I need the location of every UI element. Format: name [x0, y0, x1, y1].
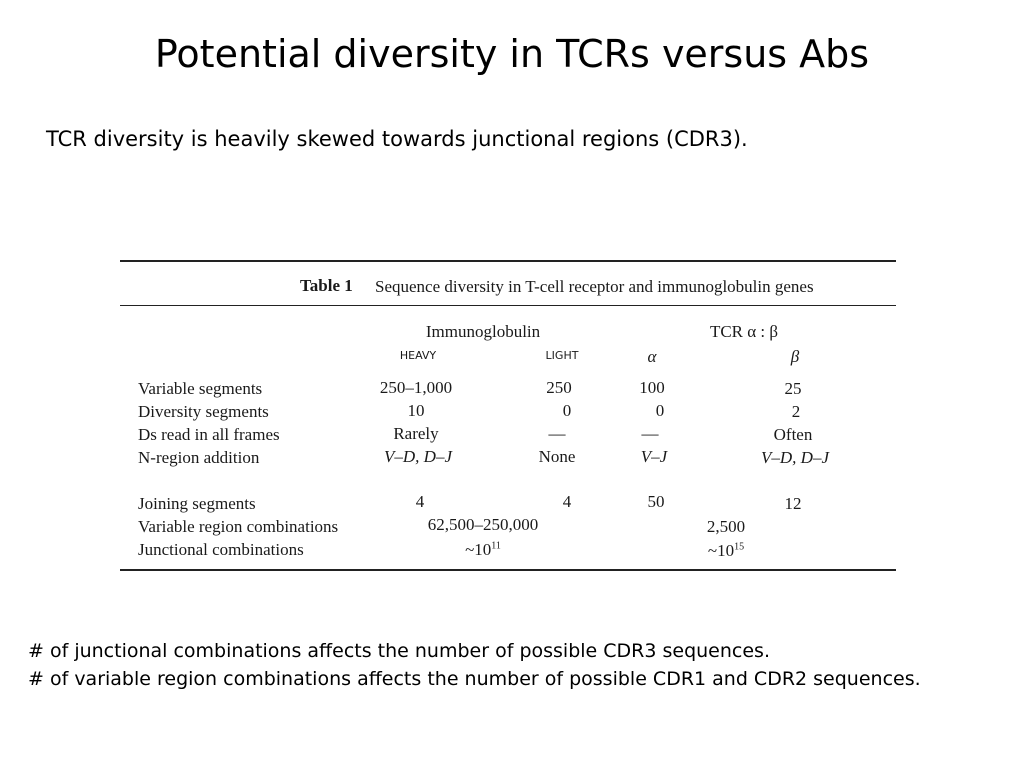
row-label: Variable region combinations [138, 517, 339, 536]
row-label: N-region addition [138, 448, 260, 467]
cell-alpha: V–J [640, 447, 668, 466]
row-label: Ds read in all frames [138, 425, 280, 444]
cell-alpha: 100 [639, 378, 665, 397]
header-light: LIGHT [545, 349, 579, 362]
cell-heavy: V–D, D–J [384, 447, 452, 466]
cell-heavy: Rarely [393, 424, 439, 443]
cell-alpha: — [641, 424, 659, 443]
cell-beta: Often [773, 425, 813, 444]
table-caption-rule [120, 305, 896, 306]
cell-light: — [548, 424, 566, 443]
row-label: Variable segments [138, 379, 263, 398]
note-junctional: # of junctional combinations affects the… [28, 640, 770, 662]
cell-ig-junctional: ~1011 [465, 540, 501, 559]
cell-beta: V–D, D–J [761, 448, 829, 467]
cell-light: 250 [546, 378, 572, 397]
header-immunoglobulin: Immunoglobulin [425, 322, 541, 341]
table-caption-text: Sequence diversity in T-cell receptor an… [375, 277, 814, 296]
cell-ig-combination: 62,500–250,000 [427, 515, 539, 534]
cell-heavy: 10 [407, 401, 425, 420]
header-alpha: α [647, 347, 657, 366]
note-variable: # of variable region combinations affect… [28, 668, 921, 690]
cell-beta: 2 [791, 402, 801, 421]
table-top-rule [120, 260, 896, 262]
cell-tcr-combination: 2,500 [706, 517, 746, 536]
cell-light: 0 [562, 401, 572, 420]
slide-subtitle: TCR diversity is heavily skewed towards … [46, 127, 748, 151]
header-beta: β [790, 347, 800, 366]
cell-beta: 25 [784, 379, 802, 398]
cell-light: 4 [562, 492, 572, 511]
table-bottom-rule [120, 569, 896, 571]
cell-light: None [538, 447, 576, 466]
header-heavy: HEAVY [399, 349, 437, 362]
cell-alpha: 50 [647, 492, 665, 511]
cell-heavy: 250–1,000 [379, 378, 453, 397]
row-label: Junctional combinations [138, 540, 304, 559]
cell-heavy: 4 [415, 492, 425, 511]
table-caption-label: Table 1 [300, 276, 353, 295]
cell-alpha: 0 [655, 401, 665, 420]
cell-beta: 12 [784, 494, 802, 513]
slide-title: Potential diversity in TCRs versus Abs [154, 32, 870, 76]
cell-tcr-junctional: ~1015 [707, 541, 745, 560]
row-label: Diversity segments [138, 402, 269, 421]
row-label: Joining segments [138, 494, 256, 513]
header-tcr: TCR α : β [709, 322, 779, 341]
